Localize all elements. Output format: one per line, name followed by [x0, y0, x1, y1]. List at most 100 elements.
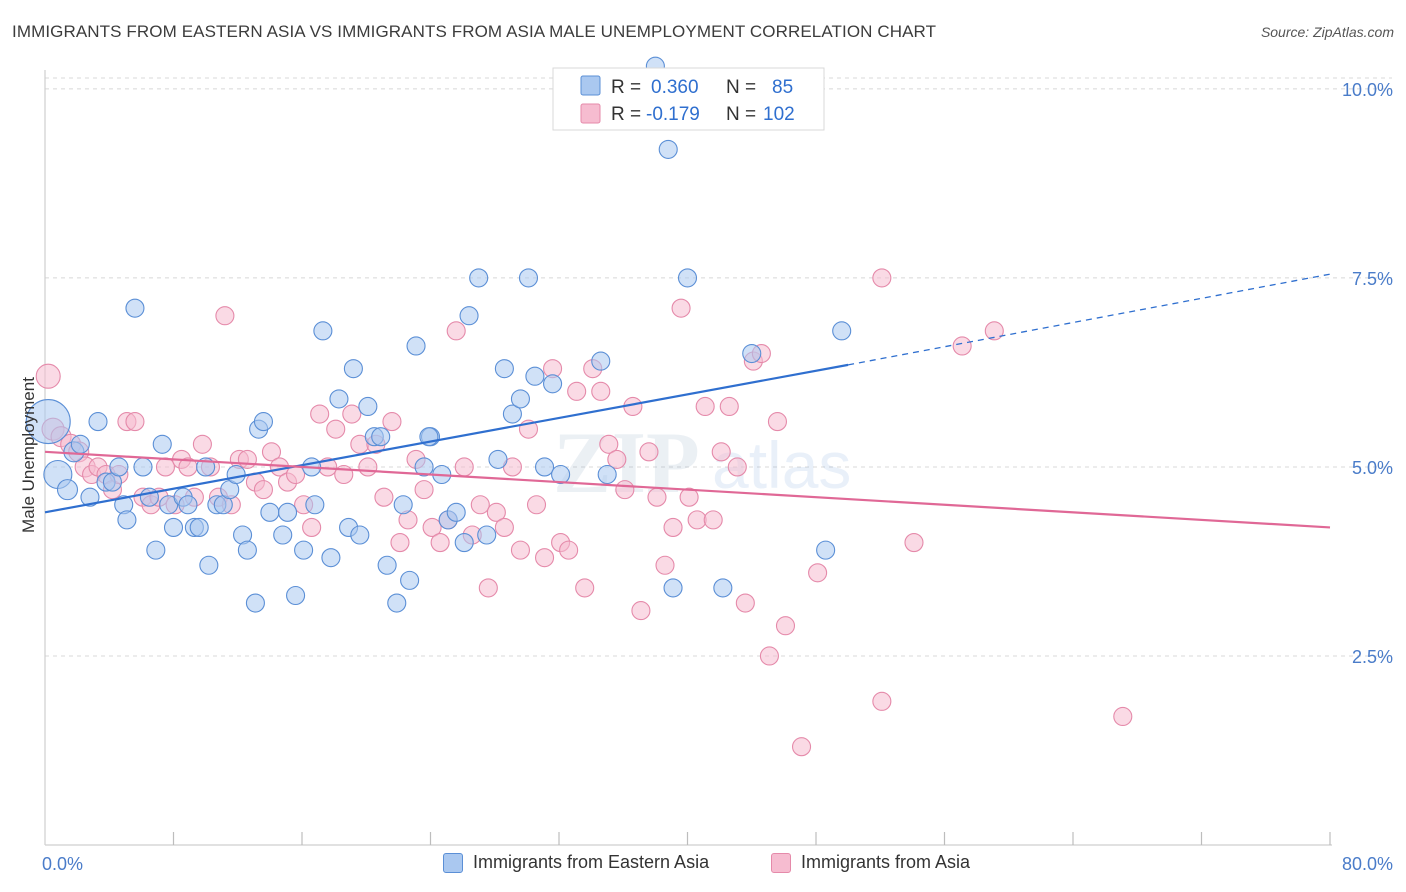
point-eastern-asia-12 — [125, 298, 145, 318]
point-asia-98 — [872, 268, 892, 288]
point-eastern-asia-83 — [832, 321, 852, 341]
legend-swatch-blue — [580, 75, 601, 96]
point-asia-16 — [155, 457, 176, 477]
point-asia-101 — [984, 321, 1004, 341]
trend-line-eastern-asia — [44, 363, 849, 514]
x-tick-label-0: 0.0% — [42, 854, 83, 874]
point-asia-46 — [390, 533, 410, 553]
point-asia-73 — [607, 449, 627, 469]
point-asia-61 — [510, 540, 531, 560]
point-asia-49 — [414, 480, 434, 500]
point-asia-64 — [534, 548, 555, 568]
point-asia-80 — [663, 517, 683, 537]
legend-r-label-2: R = — [611, 104, 641, 125]
point-asia-27 — [237, 449, 257, 469]
point-asia-85 — [703, 510, 723, 530]
axes — [44, 70, 1332, 846]
point-asia-21 — [192, 434, 212, 454]
point-asia-97 — [872, 691, 892, 711]
point-eastern-asia-67 — [510, 389, 531, 409]
legend-r-value-1: 0.360 — [651, 77, 699, 98]
point-eastern-asia-52 — [393, 495, 413, 515]
point-asia-82 — [679, 487, 699, 507]
point-eastern-asia-75 — [597, 464, 617, 485]
point-eastern-asia-63 — [477, 525, 497, 545]
point-eastern-asia-54 — [406, 336, 426, 356]
point-asia-44 — [374, 487, 394, 507]
point-asia-69 — [575, 578, 595, 598]
point-eastern-asia-68 — [518, 268, 539, 288]
point-eastern-asia-22 — [189, 517, 209, 537]
point-eastern-asia-64 — [488, 449, 508, 469]
correlation-legend: R = 0.360 N = 85 R = -0.179 N = 102 — [552, 67, 825, 131]
point-asia-87 — [719, 396, 739, 417]
y-tick-label-1: 5.0% — [1352, 458, 1393, 478]
point-asia-0 — [35, 363, 61, 389]
point-eastern-asia-79 — [677, 268, 698, 288]
point-asia-45 — [382, 412, 402, 432]
trend-line-eastern-asia-extension — [848, 273, 1331, 366]
point-asia-88 — [727, 457, 747, 477]
point-eastern-asia-30 — [237, 540, 257, 560]
point-eastern-asia-6 — [88, 412, 108, 432]
legend-label-asia: Immigrants from Asia — [801, 852, 971, 872]
legend-item-eastern-asia: Immigrants from Eastern Asia — [443, 852, 709, 873]
point-asia-78 — [647, 487, 667, 507]
point-eastern-asia-74 — [591, 351, 611, 371]
point-eastern-asia-37 — [286, 585, 306, 606]
watermark: ZIP atlas — [553, 415, 851, 512]
trend-line-asia — [44, 450, 1331, 529]
point-asia-94 — [775, 616, 796, 636]
tick-labels: 2.5% 5.0% 7.5% 10.0% 0.0% 80.0% — [42, 80, 1393, 874]
legend-n-value-2: 102 — [763, 104, 795, 125]
grid-lines — [45, 77, 1392, 657]
point-asia-29 — [253, 480, 274, 500]
point-eastern-asia-35 — [273, 525, 293, 545]
point-asia-92 — [759, 646, 779, 666]
y-axis-label: Male Unemployment — [19, 377, 38, 533]
legend-n-value-1: 85 — [772, 77, 793, 98]
point-eastern-asia-70 — [534, 457, 555, 477]
legend-n-label-1: N = — [726, 77, 756, 98]
x-tick-label-1: 80.0% — [1342, 854, 1393, 874]
point-eastern-asia-9 — [109, 457, 129, 477]
point-eastern-asia-50 — [377, 555, 397, 575]
point-eastern-asia-71 — [543, 374, 563, 394]
point-eastern-asia-41 — [313, 321, 333, 341]
point-asia-68 — [567, 381, 587, 401]
point-eastern-asia-62 — [469, 268, 489, 288]
chart-title: IMMIGRANTS FROM EASTERN ASIA VS IMMIGRAN… — [12, 22, 937, 41]
point-eastern-asia-51 — [387, 593, 407, 613]
point-eastern-asia-31 — [245, 593, 265, 613]
point-asia-71 — [591, 381, 611, 401]
point-asia-51 — [430, 533, 450, 553]
point-eastern-asia-16 — [152, 434, 172, 454]
point-eastern-asia-11 — [117, 510, 137, 530]
point-eastern-asia-18 — [163, 517, 184, 537]
legend-swatch-pink — [580, 103, 601, 124]
legend-label-eastern-asia: Immigrants from Eastern Asia — [473, 852, 710, 872]
point-asia-35 — [302, 517, 322, 537]
point-asia-58 — [486, 502, 506, 522]
point-eastern-asia-47 — [358, 396, 378, 417]
legend-swatch-eastern-asia — [443, 852, 463, 873]
point-asia-81 — [671, 298, 691, 318]
point-asia-40 — [342, 404, 362, 424]
point-asia-96 — [808, 563, 828, 583]
point-asia-56 — [470, 495, 490, 515]
point-eastern-asia-43 — [329, 389, 349, 409]
point-asia-42 — [358, 457, 378, 477]
point-eastern-asia-81 — [742, 343, 762, 364]
point-eastern-asia-5 — [80, 487, 100, 507]
point-eastern-asia-36 — [277, 502, 298, 522]
point-asia-83 — [687, 510, 707, 530]
point-asia-30 — [261, 442, 282, 462]
point-eastern-asia-69 — [525, 366, 545, 386]
point-asia-99 — [904, 533, 924, 553]
series-legend: Immigrants from Eastern Asia Immigrants … — [0, 852, 1406, 878]
point-asia-100 — [952, 336, 972, 356]
point-eastern-asia-45 — [343, 359, 363, 379]
point-asia-102 — [1113, 706, 1133, 727]
point-asia-74 — [615, 480, 635, 500]
